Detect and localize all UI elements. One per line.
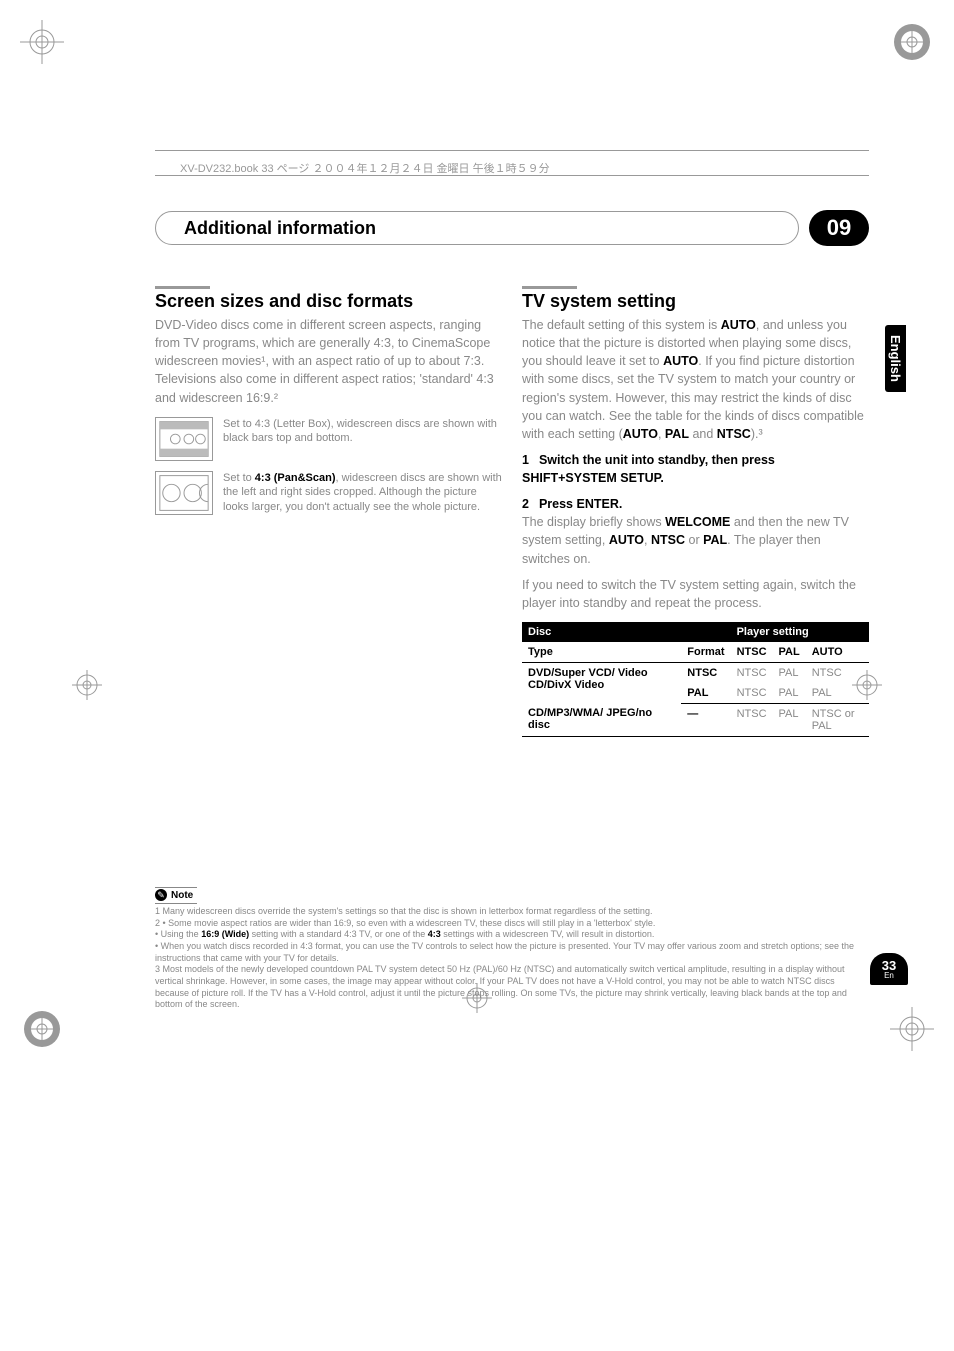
cell: PAL: [773, 662, 806, 683]
section-rule: [155, 286, 210, 289]
panscan-icon: [155, 471, 213, 515]
note-3: 3 Most models of the newly developed cou…: [155, 964, 869, 1011]
cell: PAL: [806, 683, 869, 704]
th-format: Format: [681, 642, 730, 663]
cell: NTSC: [806, 662, 869, 683]
chapter-title-pill: Additional information: [155, 211, 799, 245]
th-ntsc: NTSC: [731, 642, 773, 663]
letterbox-desc: Set to 4:3 (Letter Box), widescreen disc…: [223, 417, 502, 461]
chapter-title: Additional information: [184, 218, 376, 239]
txt: or: [685, 533, 703, 547]
txt: ,: [658, 427, 665, 441]
cell: NTSC: [731, 683, 773, 704]
row-type: CD/MP3/WMA/ JPEG/no disc: [522, 703, 681, 736]
note-head: ✎ Note: [155, 887, 197, 904]
footnote-block: ✎ Note 1 Many widescreen discs override …: [155, 887, 869, 1011]
note-1: 1 Many widescreen discs override the sys…: [155, 906, 869, 918]
panscan-desc-bold: 4:3 (Pan&Scan): [255, 472, 336, 484]
screen-sizes-heading: Screen sizes and disc formats: [155, 291, 502, 312]
step-2-body: The display briefly shows WELCOME and th…: [522, 513, 869, 567]
note-icon: ✎: [155, 889, 167, 901]
txt: The display briefly shows: [522, 515, 665, 529]
settings-table: Disc Player setting Type Format NTSC PAL…: [522, 622, 869, 737]
step-num: 1: [522, 453, 529, 467]
txt: AUTO: [721, 318, 756, 332]
panscan-desc: Set to 4:3 (Pan&Scan), widescreen discs …: [223, 471, 502, 516]
txt: AUTO: [623, 427, 658, 441]
letterbox-icon: [155, 417, 213, 461]
cell: NTSC: [731, 703, 773, 736]
chapter-title-bar: Additional information 09: [155, 210, 869, 246]
note-2b: • Using the 16:9 (Wide) setting with a s…: [155, 929, 869, 941]
txt: PAL: [665, 427, 689, 441]
txt: ,: [644, 533, 651, 547]
right-column: TV system setting The default setting of…: [522, 286, 869, 737]
note-2c: • When you watch discs recorded in 4:3 f…: [155, 941, 869, 964]
txt: setting with a standard 4:3 TV, or one o…: [249, 929, 428, 939]
note-2a: 2 • Some movie aspect ratios are wider t…: [155, 918, 869, 930]
txt: WELCOME: [665, 515, 730, 529]
th-pal: PAL: [773, 642, 806, 663]
tv-system-heading: TV system setting: [522, 291, 869, 312]
txt: PAL: [703, 533, 727, 547]
row-format: NTSC: [681, 662, 730, 683]
row-type: DVD/Super VCD/ Video CD/DivX Video: [522, 662, 681, 703]
cell: NTSC: [731, 662, 773, 683]
step-num: 2: [522, 497, 529, 511]
note-label: Note: [171, 889, 193, 902]
th-disc: Disc: [522, 622, 731, 642]
step-1: 1Switch the unit into standby, then pres…: [522, 451, 869, 487]
chapter-number: 09: [809, 210, 869, 246]
step-text: Press ENTER.: [539, 497, 622, 511]
step-text: Switch the unit into standby, then press…: [522, 453, 775, 485]
txt: ).³: [751, 427, 763, 441]
left-column: Screen sizes and disc formats DVD-Video …: [155, 286, 502, 737]
txt: 16:9 (Wide): [201, 929, 249, 939]
txt: The default setting of this system is: [522, 318, 721, 332]
th-auto: AUTO: [806, 642, 869, 663]
cell: NTSC or PAL: [806, 703, 869, 736]
step-3-body: If you need to switch the TV system sett…: [522, 576, 869, 612]
txt: and: [689, 427, 717, 441]
panscan-row: Set to 4:3 (Pan&Scan), widescreen discs …: [155, 471, 502, 516]
th-type: Type: [522, 642, 681, 663]
tv-system-body: The default setting of this system is AU…: [522, 316, 869, 443]
screen-sizes-body: DVD-Video discs come in different screen…: [155, 316, 502, 407]
txt: NTSC: [717, 427, 751, 441]
row-format: —: [681, 703, 730, 736]
panscan-desc-pre: Set to: [223, 472, 255, 484]
step-2: 2 Press ENTER.: [522, 495, 869, 513]
txt: 4:3: [428, 929, 441, 939]
txt: NTSC: [651, 533, 685, 547]
txt: • Using the: [155, 929, 201, 939]
txt: settings with a widescreen TV, will resu…: [441, 929, 655, 939]
cell: PAL: [773, 703, 806, 736]
txt: AUTO: [663, 354, 698, 368]
page-lang: En: [884, 971, 894, 980]
th-player: Player setting: [731, 622, 869, 642]
row-format: PAL: [681, 683, 730, 704]
letterbox-row: Set to 4:3 (Letter Box), widescreen disc…: [155, 417, 502, 461]
cell: PAL: [773, 683, 806, 704]
section-rule: [522, 286, 577, 289]
page-number-badge: 33 En: [870, 953, 908, 985]
txt: AUTO: [609, 533, 644, 547]
